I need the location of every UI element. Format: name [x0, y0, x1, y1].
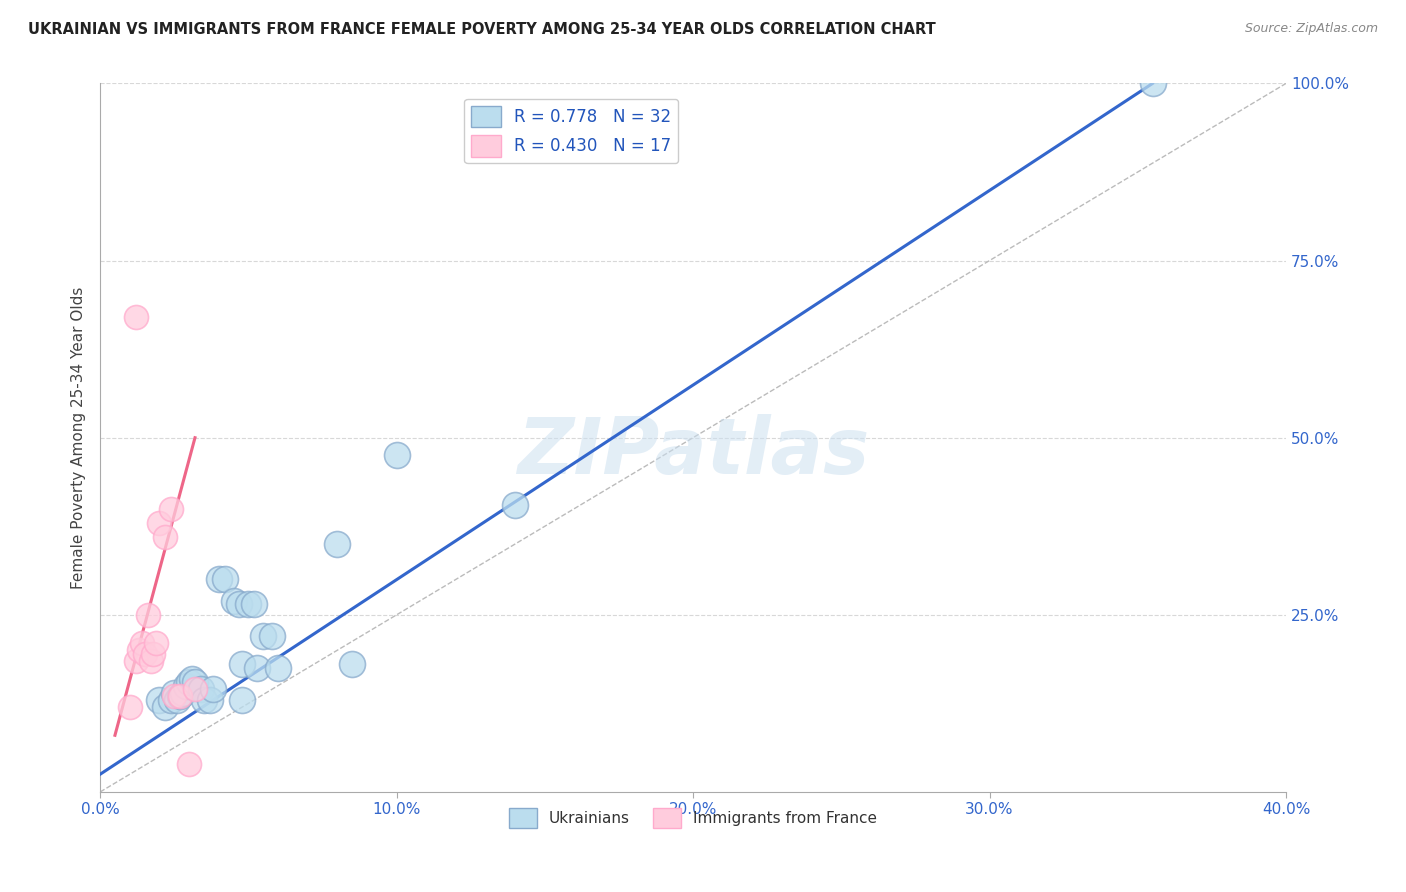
Point	[118, 700, 141, 714]
Point	[160, 501, 183, 516]
Point	[125, 654, 148, 668]
Point	[142, 647, 165, 661]
Point	[155, 530, 177, 544]
Point	[231, 657, 253, 672]
Point	[155, 700, 177, 714]
Y-axis label: Female Poverty Among 25-34 Year Olds: Female Poverty Among 25-34 Year Olds	[72, 286, 86, 589]
Point	[184, 682, 207, 697]
Point	[181, 672, 204, 686]
Legend: Ukrainians, Immigrants from France: Ukrainians, Immigrants from France	[503, 802, 883, 834]
Point	[163, 686, 186, 700]
Point	[267, 661, 290, 675]
Point	[190, 682, 212, 697]
Point	[252, 629, 274, 643]
Point	[198, 693, 221, 707]
Point	[160, 693, 183, 707]
Point	[128, 643, 150, 657]
Point	[262, 629, 284, 643]
Point	[326, 537, 349, 551]
Text: ZIPatlas: ZIPatlas	[517, 414, 869, 490]
Point	[340, 657, 363, 672]
Point	[243, 597, 266, 611]
Point	[166, 693, 188, 707]
Point	[134, 647, 156, 661]
Point	[125, 310, 148, 325]
Point	[214, 573, 236, 587]
Text: Source: ZipAtlas.com: Source: ZipAtlas.com	[1244, 22, 1378, 36]
Point	[169, 690, 191, 704]
Point	[139, 654, 162, 668]
Point	[148, 516, 170, 530]
Point	[148, 693, 170, 707]
Point	[163, 690, 186, 704]
Text: UKRAINIAN VS IMMIGRANTS FROM FRANCE FEMALE POVERTY AMONG 25-34 YEAR OLDS CORRELA: UKRAINIAN VS IMMIGRANTS FROM FRANCE FEMA…	[28, 22, 936, 37]
Point	[1142, 77, 1164, 91]
Point	[177, 675, 200, 690]
Point	[131, 636, 153, 650]
Point	[222, 593, 245, 607]
Point	[172, 686, 194, 700]
Point	[228, 597, 250, 611]
Point	[136, 607, 159, 622]
Point	[385, 449, 408, 463]
Point	[193, 693, 215, 707]
Point	[177, 756, 200, 771]
Point	[184, 675, 207, 690]
Point	[208, 573, 231, 587]
Point	[145, 636, 167, 650]
Point	[231, 693, 253, 707]
Point	[238, 597, 260, 611]
Point	[169, 690, 191, 704]
Point	[503, 498, 526, 512]
Point	[201, 682, 224, 697]
Point	[246, 661, 269, 675]
Point	[174, 679, 197, 693]
